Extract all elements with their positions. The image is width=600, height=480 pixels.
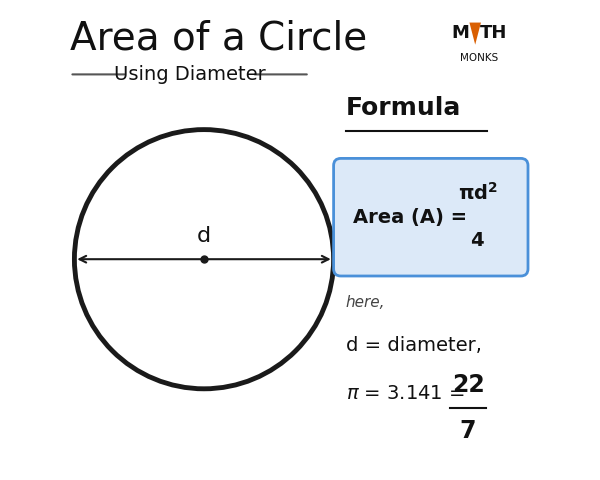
Text: 7: 7 <box>460 419 476 443</box>
Text: M: M <box>451 24 469 42</box>
Text: MONKS: MONKS <box>460 53 498 63</box>
FancyBboxPatch shape <box>334 158 528 276</box>
Text: Area of a Circle: Area of a Circle <box>70 19 367 57</box>
Text: 22: 22 <box>452 373 484 397</box>
Text: Formula: Formula <box>346 96 461 120</box>
Text: TH: TH <box>480 24 508 42</box>
Text: $\mathbf{\pi d^2}$: $\mathbf{\pi d^2}$ <box>458 182 497 204</box>
Text: $\mathbf{4}$: $\mathbf{4}$ <box>470 230 485 250</box>
Text: here,: here, <box>346 295 385 310</box>
Text: d: d <box>197 226 211 246</box>
Text: Using Diameter: Using Diameter <box>114 65 265 84</box>
Polygon shape <box>469 23 481 45</box>
Text: Area (A) =: Area (A) = <box>353 208 473 227</box>
Text: d = diameter,: d = diameter, <box>346 336 481 355</box>
Text: $\pi$ = 3.141 =: $\pi$ = 3.141 = <box>346 384 466 403</box>
